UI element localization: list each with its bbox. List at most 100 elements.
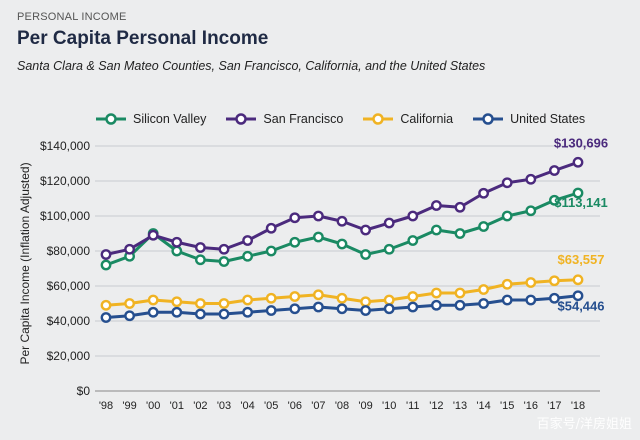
legend-swatch-california <box>363 113 394 125</box>
data-point-1 <box>218 243 230 255</box>
data-point-0 <box>289 236 301 248</box>
data-point-2 <box>289 291 301 302</box>
data-point-0 <box>501 210 513 222</box>
legend-label-california: California <box>400 112 454 126</box>
x-tick-label: '12 <box>429 400 443 412</box>
data-point-3 <box>572 290 584 302</box>
data-point-3 <box>501 294 513 306</box>
data-point-1 <box>501 177 513 189</box>
data-point-0 <box>312 231 324 243</box>
data-point-1 <box>171 236 183 248</box>
data-point-2 <box>194 298 206 309</box>
data-point-0 <box>407 235 419 246</box>
y-tick-label: $0 <box>77 384 91 398</box>
data-point-0 <box>525 205 537 217</box>
data-point-3 <box>100 312 112 323</box>
data-point-3 <box>312 301 324 313</box>
x-tick-label: '04 <box>240 400 254 412</box>
data-point-2 <box>501 278 513 290</box>
end-value-label: $54,446 <box>558 299 605 314</box>
data-point-1 <box>430 200 442 211</box>
data-point-1 <box>407 210 419 222</box>
data-point-3 <box>360 305 371 316</box>
data-point-2 <box>100 299 112 311</box>
y-tick-label: $80,000 <box>47 244 91 258</box>
data-point-2 <box>124 298 136 309</box>
data-point-2 <box>430 287 442 299</box>
data-point-3 <box>147 306 159 318</box>
data-point-3 <box>289 303 301 315</box>
data-point-2 <box>218 298 230 309</box>
data-point-2 <box>383 294 395 306</box>
data-point-3 <box>194 308 206 320</box>
data-point-1 <box>289 212 301 224</box>
data-point-0 <box>336 238 348 250</box>
x-tick-label: '10 <box>382 400 396 412</box>
data-point-3 <box>454 299 466 311</box>
data-point-3 <box>171 306 183 318</box>
data-point-2 <box>336 292 348 304</box>
data-point-1 <box>242 235 254 246</box>
data-point-0 <box>242 250 254 262</box>
data-point-2 <box>525 277 537 288</box>
legend-label-silicon-valley: Silicon Valley <box>133 112 207 126</box>
data-point-0 <box>100 259 112 271</box>
x-tick-label: '03 <box>217 400 231 412</box>
x-tick-label: '00 <box>146 400 160 412</box>
chart-overline: PERSONAL INCOME <box>17 11 127 23</box>
y-tick-label: $20,000 <box>47 349 91 363</box>
data-point-0 <box>360 249 371 260</box>
data-point-1 <box>124 243 136 255</box>
data-point-2 <box>171 296 183 308</box>
data-point-0 <box>171 245 183 257</box>
x-tick-label: '06 <box>288 400 302 412</box>
data-point-3 <box>478 298 489 309</box>
data-point-3 <box>265 305 277 316</box>
data-point-0 <box>383 243 395 255</box>
data-point-2 <box>242 294 254 306</box>
end-value-label: $113,141 <box>554 195 608 210</box>
data-point-3 <box>407 301 419 313</box>
data-point-1 <box>265 222 277 234</box>
data-point-2 <box>407 291 419 302</box>
chart-subtitle: Santa Clara & San Mateo Counties, San Fr… <box>17 59 486 73</box>
data-point-0 <box>572 187 584 199</box>
legend-swatch-san-francisco <box>226 113 257 125</box>
x-tick-label: '17 <box>547 400 561 412</box>
data-point-1 <box>454 201 466 213</box>
data-point-1 <box>360 224 371 236</box>
data-point-3 <box>383 303 395 315</box>
data-point-0 <box>549 194 560 206</box>
data-point-0 <box>430 224 442 236</box>
y-tick-label: $100,000 <box>40 209 90 223</box>
legend-item-san-francisco: San Francisco <box>226 112 343 126</box>
data-point-2 <box>572 274 584 286</box>
data-point-0 <box>454 228 466 239</box>
x-tick-label: '18 <box>571 400 585 412</box>
data-point-2 <box>478 284 489 295</box>
data-point-0 <box>194 254 206 266</box>
x-tick-label: '08 <box>335 400 349 412</box>
data-point-1 <box>194 242 206 253</box>
data-point-1 <box>312 210 324 222</box>
x-tick-label: '13 <box>453 400 467 412</box>
legend-label-united-states: United States <box>510 112 586 126</box>
data-point-0 <box>478 221 489 232</box>
x-tick-label: '11 <box>406 400 420 412</box>
data-point-0 <box>265 245 277 257</box>
data-point-3 <box>430 299 442 311</box>
data-point-3 <box>525 294 537 306</box>
legend-item-silicon-valley: Silicon Valley <box>96 112 206 126</box>
y-tick-label: $120,000 <box>40 174 90 188</box>
data-point-1 <box>336 215 348 227</box>
x-tick-label: '16 <box>524 400 538 412</box>
data-point-3 <box>124 310 136 322</box>
legend-swatch-united-states <box>473 113 504 125</box>
x-tick-label: '98 <box>99 400 113 412</box>
legend-item-california: California <box>363 112 453 126</box>
data-point-2 <box>549 275 560 287</box>
chart-title: Per Capita Personal Income <box>17 28 269 49</box>
x-tick-label: '15 <box>500 400 514 412</box>
legend-item-united-states: United States <box>473 112 585 126</box>
data-point-3 <box>218 308 230 320</box>
